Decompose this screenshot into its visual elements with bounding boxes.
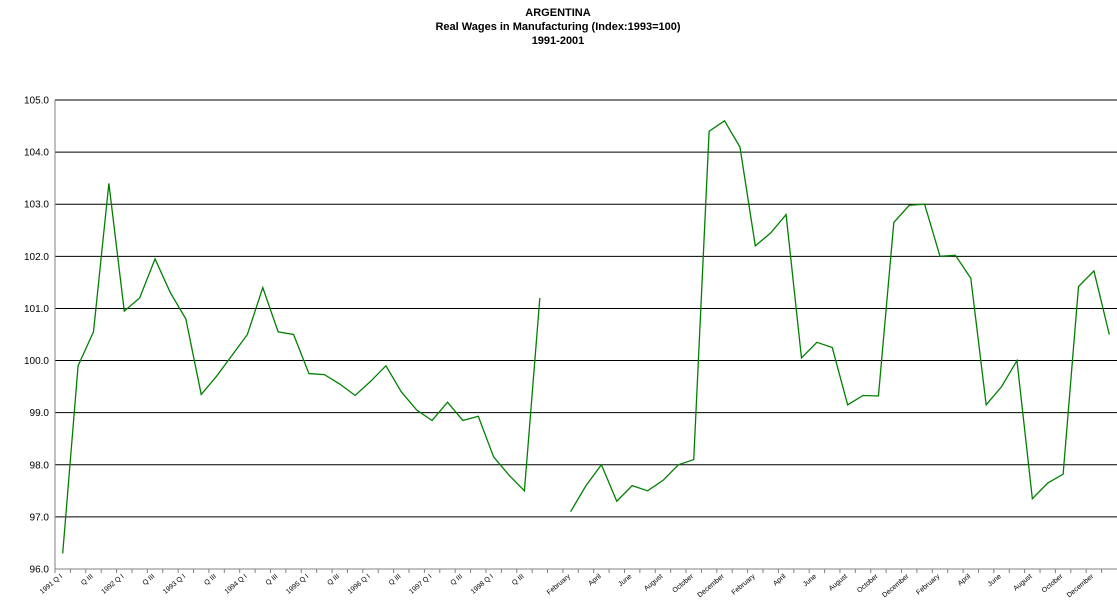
x-tick-label: October bbox=[1041, 573, 1065, 595]
x-tick-label: Q III bbox=[203, 573, 218, 587]
x-tick-label: February bbox=[731, 573, 757, 597]
y-tick-label: 102.0 bbox=[24, 252, 49, 263]
data-line bbox=[62, 119, 1110, 554]
x-tick-label: June bbox=[802, 573, 818, 588]
chart-subtitle: Real Wages in Manufacturing (Index:1993=… bbox=[435, 21, 680, 33]
x-tick-label: 1998 Q I bbox=[470, 573, 495, 596]
chart-subtitle: 1991-2001 bbox=[532, 35, 585, 47]
x-tick-label: 1991 Q I bbox=[39, 573, 64, 596]
x-tick-label: October bbox=[671, 573, 695, 595]
y-tick-label: 105.0 bbox=[24, 96, 49, 107]
x-tick-label: June bbox=[987, 573, 1003, 588]
x-tick-label: April bbox=[587, 573, 603, 588]
x-tick-label: 1996 Q I bbox=[347, 573, 372, 596]
x-tick-label: Q III bbox=[265, 573, 280, 587]
y-tick-label: 104.0 bbox=[24, 148, 49, 159]
y-tick-label: 99.0 bbox=[30, 408, 50, 419]
x-tick-label: October bbox=[856, 573, 880, 595]
x-tick-label: Q III bbox=[511, 573, 526, 587]
x-tick-label: February bbox=[915, 573, 941, 597]
x-tick-label: Q III bbox=[450, 573, 465, 587]
x-tick-label: 1997 Q I bbox=[408, 573, 433, 596]
x-tick-label: Q III bbox=[80, 573, 95, 587]
x-tick-label: April bbox=[957, 573, 973, 588]
x-tick-label: December bbox=[881, 573, 911, 600]
y-tick-label: 97.0 bbox=[30, 512, 50, 523]
x-tick-label: August bbox=[828, 573, 849, 592]
x-tick-label: Q III bbox=[142, 573, 157, 587]
y-tick-label: 100.0 bbox=[24, 356, 49, 367]
x-tick-label: 1994 Q I bbox=[224, 573, 249, 596]
x-tick-label: December bbox=[1066, 573, 1096, 600]
chart-title: ARGENTINA bbox=[525, 7, 590, 19]
y-tick-label: 103.0 bbox=[24, 200, 49, 211]
y-tick-label: 101.0 bbox=[24, 304, 49, 315]
x-tick-label: 1993 Q I bbox=[162, 573, 187, 596]
y-tick-label: 96.0 bbox=[30, 565, 50, 576]
x-tick-label: Q III bbox=[388, 573, 403, 587]
x-tick-label: 1995 Q I bbox=[285, 573, 310, 596]
x-tick-label: February bbox=[546, 573, 572, 597]
x-tick-label: December bbox=[697, 573, 727, 600]
y-tick-label: 98.0 bbox=[30, 460, 50, 471]
x-tick-label: 1992 Q I bbox=[100, 573, 125, 596]
x-tick-label: June bbox=[617, 573, 633, 588]
x-tick-label: April bbox=[772, 573, 788, 588]
x-tick-label: August bbox=[643, 573, 664, 592]
x-tick-label: August bbox=[1012, 573, 1033, 592]
x-tick-label: Q III bbox=[326, 573, 341, 587]
